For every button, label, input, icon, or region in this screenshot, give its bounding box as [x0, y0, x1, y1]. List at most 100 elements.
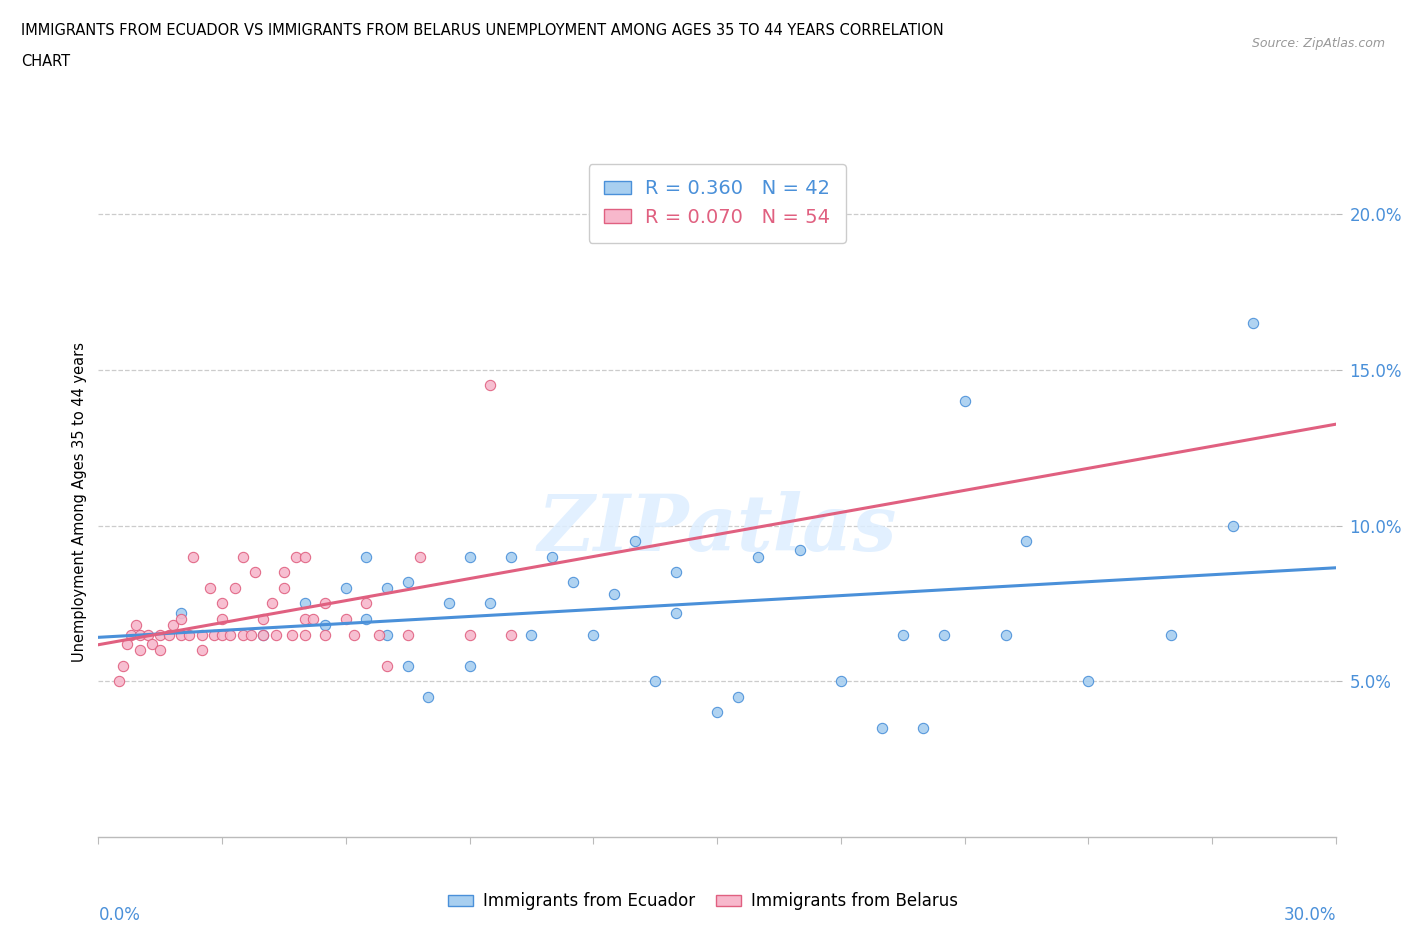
Point	[281, 627, 304, 642]
Point	[294, 550, 316, 565]
Point	[458, 550, 481, 565]
Point	[1241, 315, 1264, 330]
Point	[314, 596, 336, 611]
Point	[211, 627, 233, 642]
Point	[789, 543, 811, 558]
Point	[437, 596, 460, 611]
Point	[912, 721, 935, 736]
Point	[232, 627, 254, 642]
Point	[202, 627, 225, 642]
Point	[396, 658, 419, 673]
Point	[603, 587, 626, 602]
Point	[128, 627, 150, 642]
Point	[499, 550, 522, 565]
Point	[458, 658, 481, 673]
Text: ZIPatlas: ZIPatlas	[537, 491, 897, 567]
Point	[170, 612, 193, 627]
Point	[1160, 627, 1182, 642]
Point	[181, 550, 204, 565]
Point	[335, 580, 357, 595]
Point	[932, 627, 955, 642]
Point	[240, 627, 263, 642]
Point	[479, 378, 502, 392]
Point	[499, 627, 522, 642]
Point	[224, 580, 246, 595]
Point	[302, 612, 325, 627]
Point	[198, 580, 221, 595]
Point	[232, 550, 254, 565]
Point	[294, 627, 316, 642]
Point	[375, 658, 398, 673]
Point	[120, 627, 142, 642]
Point	[458, 627, 481, 642]
Point	[314, 618, 336, 632]
Point	[108, 674, 131, 689]
Text: IMMIGRANTS FROM ECUADOR VS IMMIGRANTS FROM BELARUS UNEMPLOYMENT AMONG AGES 35 TO: IMMIGRANTS FROM ECUADOR VS IMMIGRANTS FR…	[21, 23, 943, 38]
Point	[260, 596, 283, 611]
Point	[157, 627, 180, 642]
Point	[870, 721, 893, 736]
Point	[375, 627, 398, 642]
Point	[994, 627, 1017, 642]
Point	[644, 674, 666, 689]
Point	[665, 565, 688, 579]
Point	[1015, 534, 1038, 549]
Point	[149, 643, 172, 658]
Point	[112, 658, 135, 673]
Text: Source: ZipAtlas.com: Source: ZipAtlas.com	[1251, 37, 1385, 50]
Point	[252, 627, 274, 642]
Text: 0.0%: 0.0%	[98, 906, 141, 923]
Point	[1222, 518, 1244, 533]
Point	[356, 550, 378, 565]
Point	[953, 393, 976, 408]
Point	[396, 574, 419, 589]
Point	[149, 627, 172, 642]
Point	[582, 627, 605, 642]
Point	[128, 643, 150, 658]
Point	[356, 596, 378, 611]
Point	[264, 627, 287, 642]
Point	[179, 627, 201, 642]
Point	[273, 565, 295, 579]
Point	[747, 550, 769, 565]
Point	[252, 627, 274, 642]
Point	[409, 550, 432, 565]
Point	[561, 574, 583, 589]
Point	[211, 596, 233, 611]
Point	[418, 689, 440, 704]
Point	[665, 605, 688, 620]
Point	[294, 612, 316, 627]
Point	[396, 627, 419, 642]
Point	[117, 636, 139, 651]
Point	[294, 596, 316, 611]
Point	[891, 627, 914, 642]
Text: CHART: CHART	[21, 54, 70, 69]
Point	[243, 565, 266, 579]
Point	[479, 596, 502, 611]
Point	[314, 627, 336, 642]
Point	[136, 627, 159, 642]
Point	[211, 612, 233, 627]
Point	[706, 705, 728, 720]
Point	[541, 550, 564, 565]
Point	[727, 689, 749, 704]
Point	[141, 636, 163, 651]
Point	[124, 618, 146, 632]
Point	[162, 618, 184, 632]
Point	[367, 627, 389, 642]
Text: 30.0%: 30.0%	[1284, 906, 1336, 923]
Y-axis label: Unemployment Among Ages 35 to 44 years: Unemployment Among Ages 35 to 44 years	[72, 342, 87, 662]
Point	[623, 534, 645, 549]
Point	[375, 580, 398, 595]
Point	[520, 627, 543, 642]
Point	[335, 612, 357, 627]
Point	[273, 580, 295, 595]
Legend: Immigrants from Ecuador, Immigrants from Belarus: Immigrants from Ecuador, Immigrants from…	[441, 885, 965, 917]
Point	[252, 612, 274, 627]
Point	[219, 627, 242, 642]
Point	[343, 627, 366, 642]
Point	[1077, 674, 1099, 689]
Point	[285, 550, 308, 565]
Point	[830, 674, 852, 689]
Point	[190, 643, 212, 658]
